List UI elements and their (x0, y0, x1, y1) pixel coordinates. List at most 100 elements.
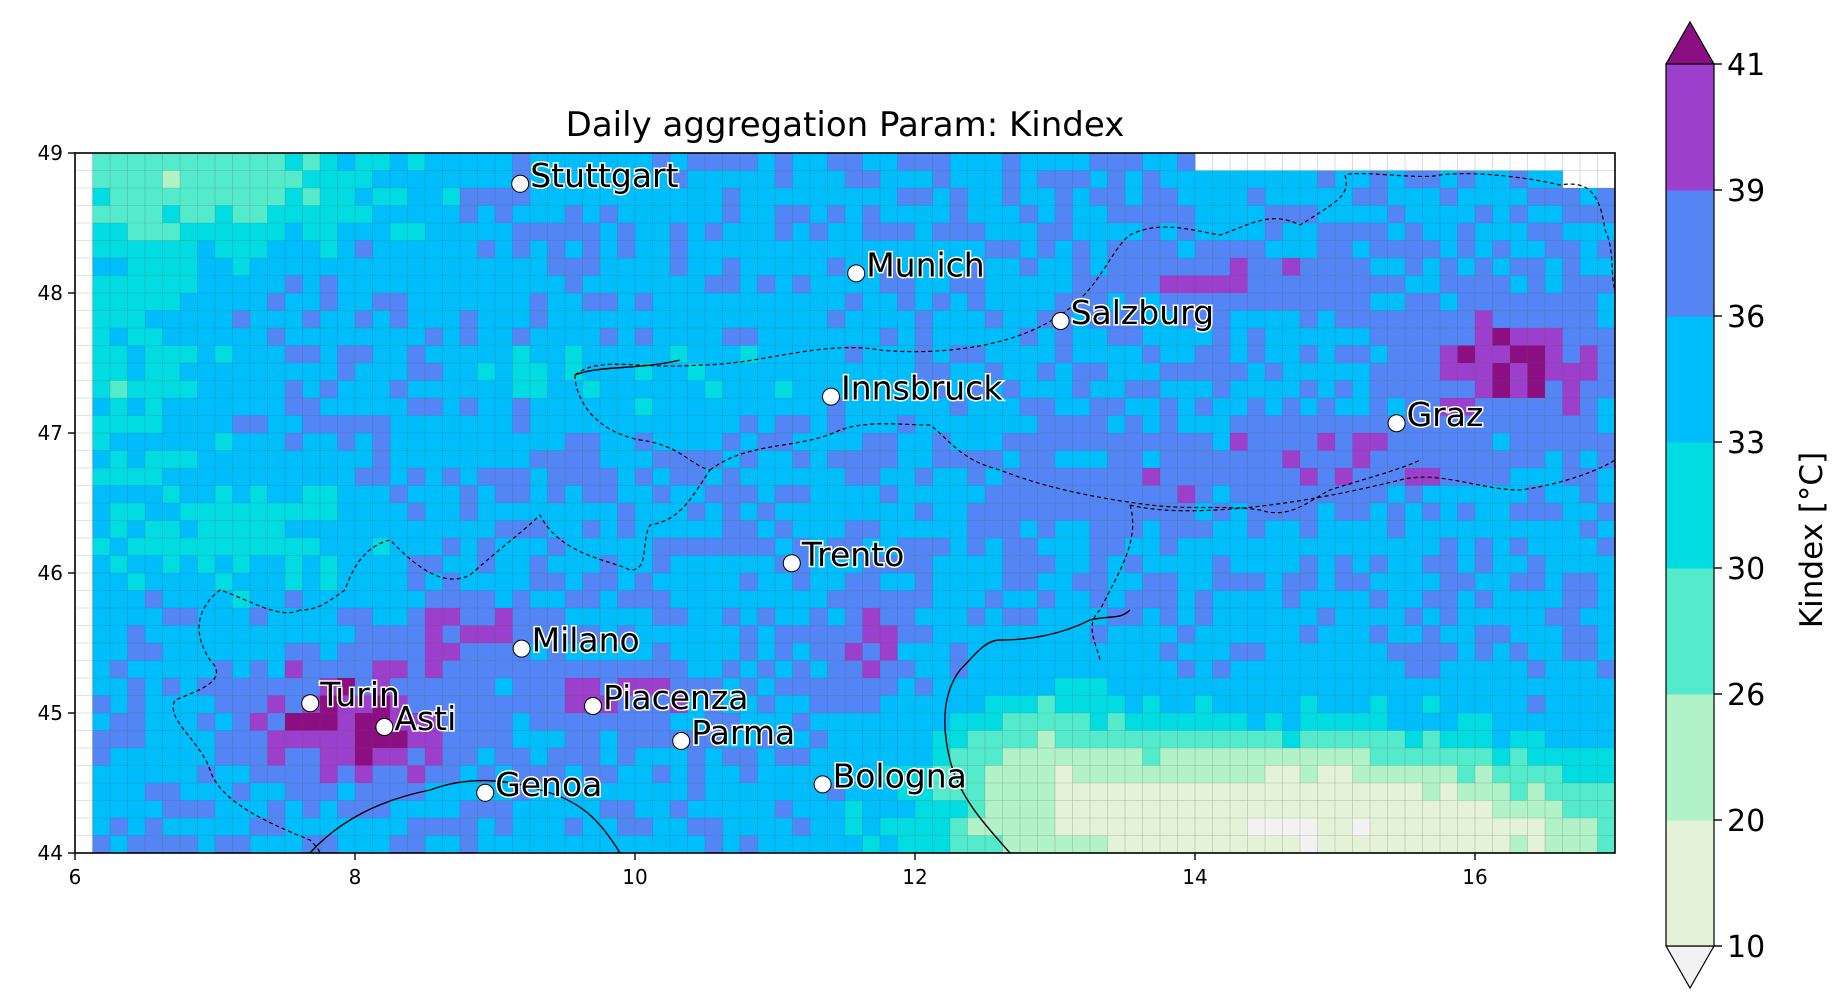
kindex-cell (1580, 223, 1598, 241)
kindex-cell (1020, 450, 1038, 469)
kindex-cell (355, 660, 373, 679)
kindex-cell (145, 468, 163, 486)
kindex-cell (652, 643, 671, 661)
kindex-cell (1440, 170, 1458, 189)
kindex-cell (1072, 678, 1091, 696)
kindex-cell (985, 835, 1003, 853)
kindex-cell (915, 678, 933, 696)
kindex-cell (1212, 398, 1231, 416)
kindex-cell (1107, 590, 1126, 609)
kindex-cell (1317, 573, 1336, 591)
kindex-cell (145, 713, 163, 731)
kindex-cell (1265, 170, 1283, 189)
kindex-cell (145, 398, 163, 416)
kindex-cell (1492, 363, 1511, 381)
kindex-cell (197, 678, 216, 696)
kindex-cell (652, 328, 671, 346)
kindex-cell (1335, 608, 1353, 626)
kindex-cell (1527, 468, 1546, 486)
kindex-cell (1475, 573, 1493, 591)
kindex-cell (1370, 660, 1388, 679)
kindex-cell (145, 573, 163, 591)
kindex-cell (985, 765, 1003, 784)
kindex-cell (302, 783, 321, 801)
kindex-cell (1580, 258, 1598, 276)
kindex-cell (1247, 625, 1266, 644)
kindex-cell (617, 678, 636, 696)
kindex-cell (1055, 748, 1073, 766)
kindex-cell (302, 538, 321, 556)
kindex-cell (1247, 450, 1266, 469)
kindex-cell (1510, 293, 1528, 311)
kindex-cell (442, 748, 461, 766)
kindex-cell (320, 468, 338, 486)
kindex-cell (652, 730, 671, 749)
kindex-cell (897, 363, 916, 381)
kindex-cell (670, 608, 688, 626)
kindex-cell (1212, 485, 1231, 504)
kindex-cell (180, 293, 198, 311)
kindex-cell (757, 293, 776, 311)
kindex-cell (862, 643, 881, 661)
kindex-cell (232, 520, 251, 539)
kindex-cell (1142, 730, 1161, 749)
kindex-cell (1352, 730, 1371, 749)
kindex-cell (232, 275, 251, 294)
kindex-cell (232, 433, 251, 451)
kindex-cell (792, 398, 811, 416)
kindex-cell (460, 328, 478, 346)
kindex-cell (1055, 415, 1073, 434)
kindex-cell (1300, 503, 1318, 521)
kindex-cell (477, 345, 496, 364)
kindex-cell (1055, 485, 1073, 504)
kindex-cell (705, 415, 723, 434)
kindex-cell (267, 188, 286, 206)
kindex-cell (1020, 800, 1038, 819)
kindex-cell (1370, 363, 1388, 381)
kindex-cell (145, 240, 163, 259)
kindex-cell (1072, 345, 1091, 364)
kindex-cell (1195, 415, 1213, 434)
kindex-cell (162, 345, 181, 364)
kindex-cell (372, 240, 391, 259)
kindex-cell (1020, 608, 1038, 626)
kindex-cell (530, 345, 548, 364)
kindex-cell (127, 485, 146, 504)
kindex-cell (1545, 643, 1563, 661)
kindex-cell (1562, 415, 1581, 434)
kindex-cell (460, 503, 478, 521)
kindex-cell (1002, 503, 1021, 521)
kindex-cell (1300, 625, 1318, 644)
kindex-cell (1037, 555, 1056, 574)
kindex-cell (915, 818, 933, 836)
kindex-cell (915, 538, 933, 556)
kindex-cell (1037, 503, 1056, 521)
kindex-cell (1475, 275, 1493, 294)
kindex-cell (600, 468, 618, 486)
kindex-cell (460, 293, 478, 311)
kindex-cell (1457, 713, 1476, 731)
kindex-cell (1440, 835, 1458, 853)
kindex-cell (652, 590, 671, 609)
kindex-cell (1440, 538, 1458, 556)
kindex-cell (530, 310, 548, 329)
kindex-cell (845, 783, 863, 801)
kindex-cell (1457, 328, 1476, 346)
kindex-cell (1072, 835, 1091, 853)
kindex-cell (232, 415, 251, 434)
kindex-cell (845, 590, 863, 609)
kindex-cell (372, 293, 391, 311)
kindex-cell (600, 835, 618, 853)
kindex-cell (477, 555, 496, 574)
kindex-cell (337, 625, 356, 644)
kindex-cell (985, 713, 1003, 731)
kindex-cell (1580, 765, 1598, 784)
kindex-cell (985, 275, 1003, 294)
kindex-cell (845, 678, 863, 696)
kindex-cell (390, 275, 408, 294)
kindex-cell (1125, 468, 1143, 486)
kindex-cell (92, 678, 111, 696)
kindex-cell (1352, 415, 1371, 434)
kindex-cell (1125, 328, 1143, 346)
kindex-cell (337, 275, 356, 294)
